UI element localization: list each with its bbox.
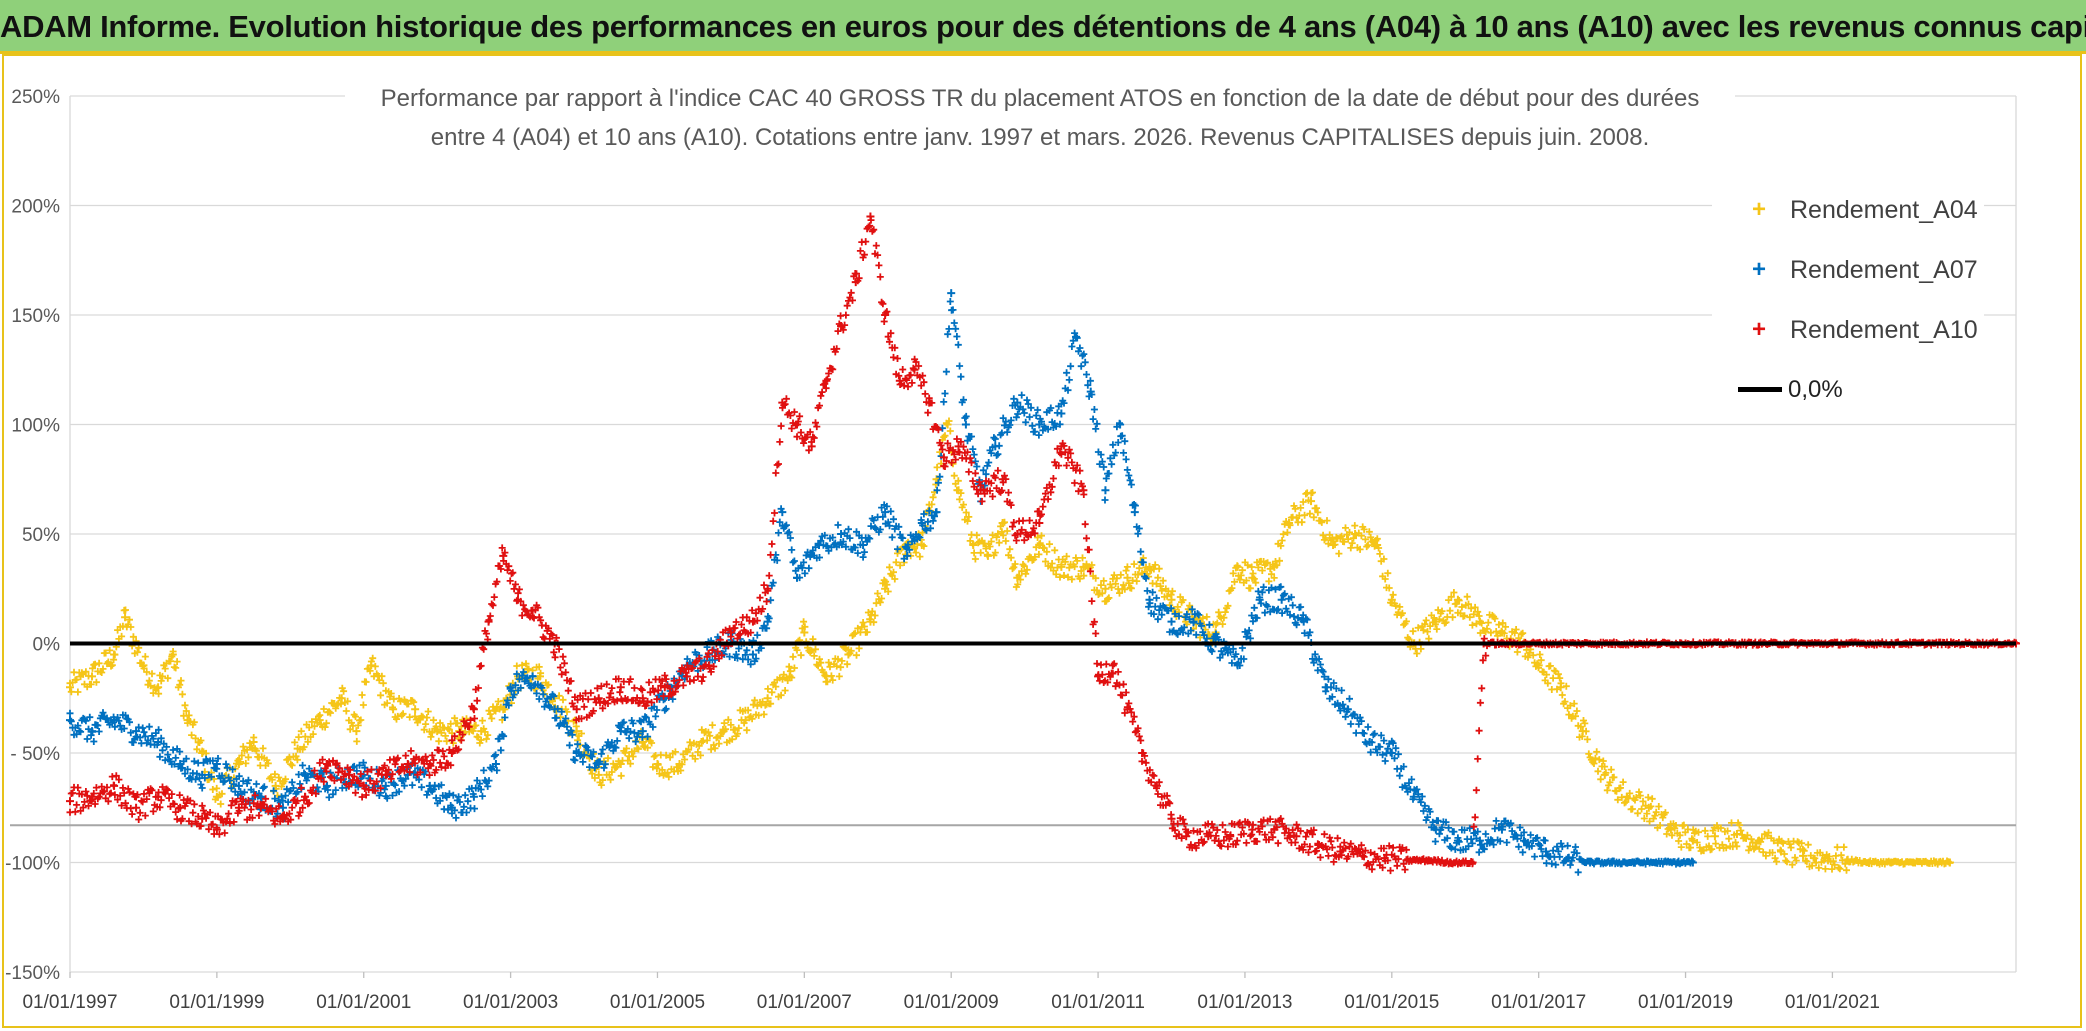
data-point	[411, 705, 420, 714]
legend-item-a07: + Rendement_A07	[1712, 250, 1984, 290]
x-tick-label: 01/01/1997	[22, 992, 117, 1013]
data-point	[278, 803, 287, 812]
x-tick-label: 01/01/2013	[1197, 992, 1292, 1013]
data-point	[1799, 851, 1808, 860]
x-tick-label: 01/01/2003	[463, 992, 558, 1013]
y-tick-label: 50%	[22, 525, 60, 546]
data-point	[748, 650, 757, 659]
y-tick-label: 100%	[11, 416, 60, 437]
banner-title: ADAM Informe. Evolution historique des p…	[0, 9, 2086, 44]
chart-title-bg	[345, 78, 1735, 158]
title-banner: ADAM Informe. Evolution historique des p…	[0, 0, 2086, 54]
legend-label-a04: Rendement_A04	[1790, 196, 1978, 224]
legend: + Rendement_A04 + Rendement_A07 + Rendem…	[1712, 178, 1984, 418]
data-point	[1101, 584, 1110, 593]
legend-item-a10: + Rendement_A10	[1712, 310, 1984, 350]
legend-item-a04: + Rendement_A04	[1712, 190, 1984, 230]
data-point	[910, 365, 919, 374]
legend-marker-a04: +	[1752, 196, 1767, 223]
x-tick-label: 01/01/2015	[1344, 992, 1439, 1013]
legend-label-a07: Rendement_A07	[1790, 256, 1978, 284]
data-point	[1123, 573, 1132, 582]
y-tick-label: -100%	[5, 854, 60, 875]
x-tick-label: 01/01/1999	[169, 992, 264, 1013]
data-point	[66, 716, 74, 725]
x-axis: 01/01/1997 01/01/1999 01/01/2001 01/01/2003…	[22, 972, 1880, 1013]
data-point	[594, 770, 603, 779]
y-tick-label: - 50%	[10, 744, 60, 765]
chart-title: Performance par rapport à l'indice CAC 4…	[345, 78, 1735, 158]
y-tick-label: -150%	[5, 963, 60, 984]
x-tick-label: 01/01/2019	[1638, 992, 1733, 1013]
y-tick-label: 250%	[11, 87, 60, 108]
data-point	[1130, 508, 1139, 517]
y-tick-label: 200%	[11, 197, 60, 218]
data-point	[947, 289, 956, 298]
x-tick-label: 01/01/2005	[610, 992, 705, 1013]
legend-item-zero: 0,0%	[1712, 370, 1984, 410]
series-layer	[66, 212, 2020, 876]
y-axis: -150% -100% - 50% 0% 50% 100% 150% 200% 250%	[5, 87, 60, 984]
data-point	[1101, 486, 1110, 495]
x-tick-label: 01/01/2009	[904, 992, 999, 1013]
data-point	[66, 797, 74, 806]
series-scatter-cloud	[66, 298, 1696, 876]
data-point	[352, 727, 361, 736]
data-point	[345, 770, 354, 779]
chart-title-line1: Performance par rapport à l'indice CAC 4…	[381, 85, 1700, 112]
data-point	[939, 453, 948, 462]
data-point	[121, 613, 130, 622]
data-point	[234, 781, 243, 790]
data-point	[1108, 661, 1117, 670]
data-point	[697, 738, 706, 747]
data-point	[1710, 832, 1719, 841]
x-tick-label: 01/01/2021	[1785, 992, 1880, 1013]
data-point	[1277, 595, 1286, 604]
x-tick-label: 01/01/2017	[1491, 992, 1586, 1013]
legend-marker-a10: +	[1752, 316, 1767, 343]
legend-label-a10: Rendement_A10	[1790, 316, 1978, 344]
y-tick-label: 150%	[11, 306, 60, 327]
series-Rendement_A07	[66, 289, 1697, 876]
x-tick-label: 01/01/2007	[757, 992, 852, 1013]
data-point	[763, 694, 772, 703]
data-point	[1542, 847, 1551, 856]
x-tick-label: 01/01/2001	[316, 992, 411, 1013]
legend-marker-a07: +	[1752, 256, 1767, 283]
data-point	[1167, 617, 1176, 626]
chart-title-line2: entre 4 (A04) et 10 ans (A10). Cotations…	[431, 124, 1649, 151]
y-tick-label: 0%	[33, 635, 61, 656]
x-tick-label: 01/01/2011	[1051, 992, 1145, 1013]
legend-marker-zero-line	[1738, 387, 1782, 392]
data-point	[1519, 836, 1528, 845]
legend-label-zero: 0,0%	[1788, 376, 1843, 403]
data-point	[961, 420, 970, 429]
